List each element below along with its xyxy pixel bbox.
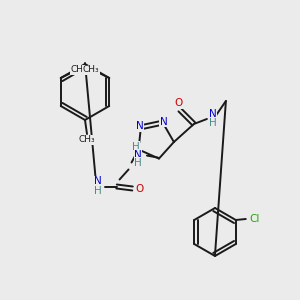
Text: H: H (132, 142, 140, 152)
Text: H: H (134, 158, 142, 168)
Text: CH₃: CH₃ (70, 65, 87, 74)
Text: N: N (136, 121, 144, 131)
Text: O: O (175, 98, 183, 108)
Text: N: N (134, 150, 142, 160)
Text: N: N (209, 109, 217, 119)
Text: CH₃: CH₃ (79, 136, 95, 145)
Text: H: H (209, 118, 217, 128)
Text: Cl: Cl (250, 214, 260, 224)
Text: CH₃: CH₃ (83, 65, 100, 74)
Text: H: H (94, 185, 101, 196)
Text: N: N (160, 117, 168, 127)
Text: N: N (94, 176, 101, 187)
Text: O: O (135, 184, 144, 194)
Text: N: N (133, 143, 140, 154)
